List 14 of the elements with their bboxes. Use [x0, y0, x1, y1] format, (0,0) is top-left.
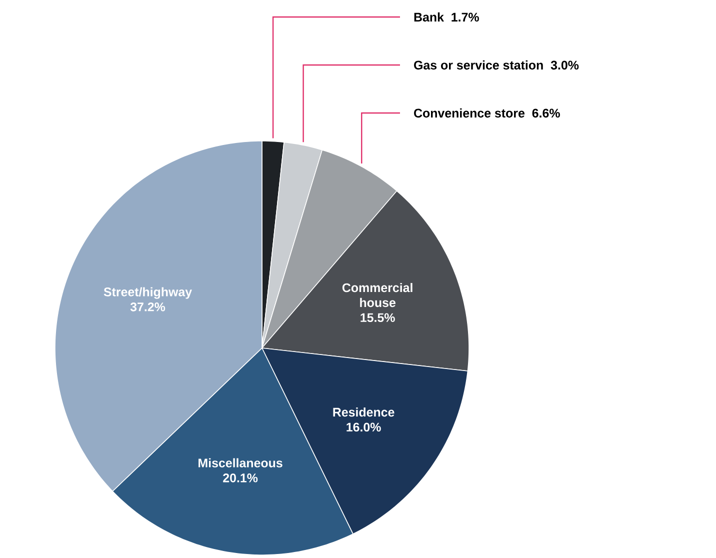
data-label: 37.2% [130, 302, 166, 312]
data-label: 6.6% [532, 108, 560, 118]
data-label: 15.5% [360, 313, 395, 322]
data-label: 20.1% [223, 474, 258, 482]
slice-label: Bank [414, 12, 444, 22]
slice-label: Miscellaneous [198, 458, 282, 468]
slice-label: Gas or service station [414, 60, 543, 70]
data-label: 16.0% [346, 422, 381, 432]
slice-label: Street/highway [104, 287, 192, 299]
slice-label: Commercial house [342, 282, 412, 308]
data-label: 3.0% [550, 60, 579, 70]
slice-label: Residence [333, 407, 394, 417]
data-label: 1.7% [452, 12, 479, 22]
slice-label: Convenience store [414, 108, 525, 118]
